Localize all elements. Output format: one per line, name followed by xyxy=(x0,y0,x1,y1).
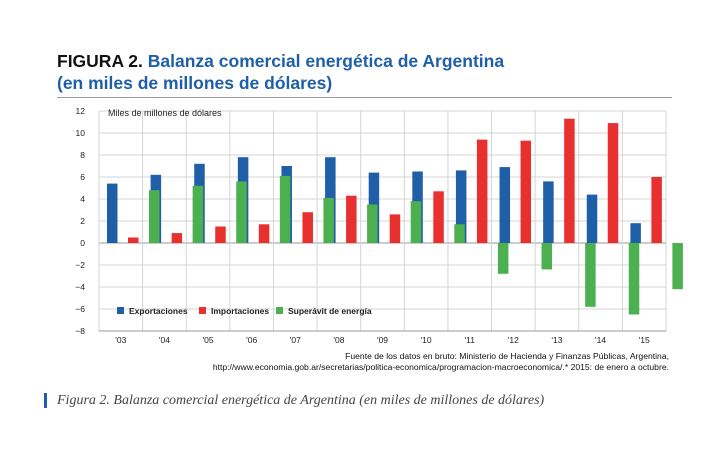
y-tick-label: 10 xyxy=(76,128,86,138)
superavit-bar xyxy=(585,243,596,307)
importaciones-bar xyxy=(171,233,183,243)
x-tick-label: '05 xyxy=(202,335,213,345)
exportaciones-bar xyxy=(586,194,598,243)
exportaciones-bar xyxy=(499,167,511,243)
importaciones-bar xyxy=(564,118,575,243)
importaciones-bar xyxy=(433,191,444,243)
importaciones-bar xyxy=(476,139,488,243)
x-tick-label: '03 xyxy=(115,335,126,345)
x-tick-label: '08 xyxy=(333,335,344,345)
superavit-bar xyxy=(410,201,422,243)
title-line-1: FIGURA 2. Balanza comercial energética d… xyxy=(57,50,697,72)
legend-swatch xyxy=(199,307,206,314)
figure-label: FIGURA 2. xyxy=(57,51,143,71)
x-tick-label: '11 xyxy=(465,335,476,345)
y-tick-label: −4 xyxy=(75,282,85,292)
x-tick-label: '12 xyxy=(508,335,519,345)
superavit-bar xyxy=(367,204,378,243)
superavit-bar xyxy=(323,197,334,243)
x-tick-label: '13 xyxy=(551,335,562,345)
importaciones-bar xyxy=(651,177,662,243)
importaciones-bar xyxy=(346,195,357,243)
superavit-bar xyxy=(149,190,160,243)
exportaciones-bar xyxy=(107,183,118,243)
superavit-bar xyxy=(279,175,291,243)
y-tick-label: −2 xyxy=(75,260,85,270)
legend-label: Importaciones xyxy=(211,306,269,316)
title-divider xyxy=(57,97,672,98)
legend-label: Exportaciones xyxy=(129,306,188,316)
figure-caption: Figura 2. Balanza comercial energética d… xyxy=(57,393,545,408)
x-tick-label: '09 xyxy=(377,335,388,345)
y-tick-label: 8 xyxy=(80,150,85,160)
superavit-bar xyxy=(454,224,465,243)
legend-swatch xyxy=(117,307,124,314)
x-tick-label: '06 xyxy=(246,335,257,345)
y-tick-label: 4 xyxy=(80,194,85,204)
y-tick-label: 12 xyxy=(76,106,86,116)
source-line-1: Fuente de los datos en bruto: Ministerio… xyxy=(345,351,669,361)
importaciones-bar xyxy=(215,226,226,243)
y-tick-label: −8 xyxy=(75,326,85,336)
exportaciones-bar xyxy=(455,170,467,243)
importaciones-bar xyxy=(128,237,139,243)
y-tick-label: 0 xyxy=(80,238,85,248)
source-line-2: http://www.economia.gob.ar/secretarias/p… xyxy=(212,362,669,372)
superavit-bar xyxy=(192,185,204,243)
source-note: Fuente de los datos en bruto: Ministerio… xyxy=(213,351,669,373)
importaciones-bar xyxy=(607,123,619,243)
x-tick-label: '14 xyxy=(595,335,606,345)
figure-title: FIGURA 2. Balanza comercial energética d… xyxy=(57,50,697,94)
importaciones-bar xyxy=(520,140,532,243)
y-tick-label: 6 xyxy=(80,172,85,182)
exportaciones-bar xyxy=(630,223,641,243)
title-text-1: Balanza comercial energética de Argentin… xyxy=(147,51,505,71)
importaciones-bar xyxy=(389,214,401,243)
legend-swatch xyxy=(276,307,283,314)
title-line-2: (en miles de millones de dólares) xyxy=(57,73,333,93)
caption-accent-bar xyxy=(44,393,47,408)
x-tick-label: '07 xyxy=(290,335,301,345)
x-tick-label: '10 xyxy=(421,335,432,345)
superavit-bar xyxy=(672,243,683,290)
superavit-bar xyxy=(541,243,553,270)
y-tick-label: −6 xyxy=(75,304,85,314)
legend-label: Superávit de energía xyxy=(288,306,372,316)
superavit-bar xyxy=(628,243,640,315)
importaciones-bar xyxy=(258,224,270,243)
y-tick-label: 2 xyxy=(80,216,85,226)
superavit-bar xyxy=(497,243,509,274)
exportaciones-bar xyxy=(543,181,554,243)
y-axis-label: Miles de millones de dólares xyxy=(108,108,222,118)
superavit-bar xyxy=(236,181,247,243)
importaciones-bar xyxy=(302,212,313,243)
x-tick-label: '15 xyxy=(639,335,650,345)
x-tick-label: '04 xyxy=(159,335,170,345)
